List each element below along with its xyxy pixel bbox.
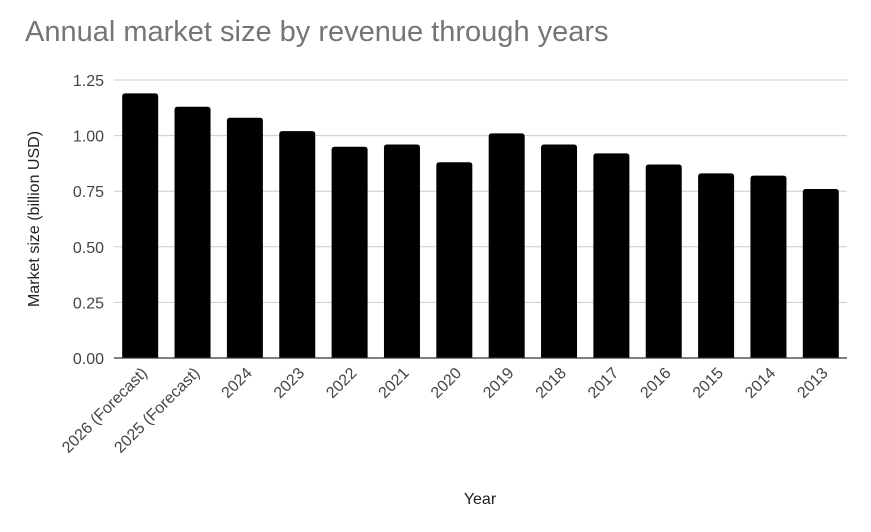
x-tick-label: 2021 (376, 365, 413, 402)
bar (645, 164, 682, 358)
y-tick-label: 0.50 (73, 240, 104, 257)
bar (698, 173, 735, 358)
bar (226, 117, 263, 358)
x-tick-label: 2018 (533, 365, 570, 402)
x-tick-label: 2014 (742, 365, 779, 402)
chart-title: Annual market size by revenue through ye… (25, 16, 609, 48)
x-tick-label: 2013 (794, 365, 831, 402)
x-tick-label: 2024 (219, 365, 256, 402)
x-tick-label: 2023 (271, 365, 308, 402)
bar (383, 144, 420, 358)
y-tick-label: 0.25 (73, 295, 104, 312)
bar (541, 144, 578, 358)
bar (122, 93, 159, 359)
y-tick-labels: 0.00 0.25 0.50 0.75 1.00 1.25 (73, 73, 104, 368)
bar (802, 188, 839, 358)
bar (488, 133, 525, 358)
x-tick-label: 2016 (637, 365, 674, 402)
x-tick-label: 2022 (323, 365, 360, 402)
x-tick-label: 2015 (690, 365, 727, 402)
x-tick-labels: 2026 (Forecast)2025 (Forecast) 2024 2023 20… (59, 365, 832, 457)
x-tick-label: 2019 (480, 365, 517, 402)
x-tick-label: 2017 (585, 365, 622, 402)
y-tick-label: 0.75 (73, 184, 104, 201)
gridlines (114, 79, 847, 303)
y-tick-label: 1.25 (73, 73, 104, 90)
y-tick-label: 0.00 (73, 351, 104, 368)
bars (122, 93, 839, 359)
x-axis-title: Year (464, 491, 497, 508)
x-tick-label: 2020 (428, 365, 465, 402)
bar (750, 175, 787, 358)
bar (593, 153, 630, 358)
y-axis-title: Market size (billion USD) (26, 131, 43, 307)
y-tick-label: 1.00 (73, 129, 104, 146)
bar (174, 106, 211, 358)
bar (279, 131, 316, 358)
bar (436, 162, 473, 358)
bar (331, 146, 368, 358)
